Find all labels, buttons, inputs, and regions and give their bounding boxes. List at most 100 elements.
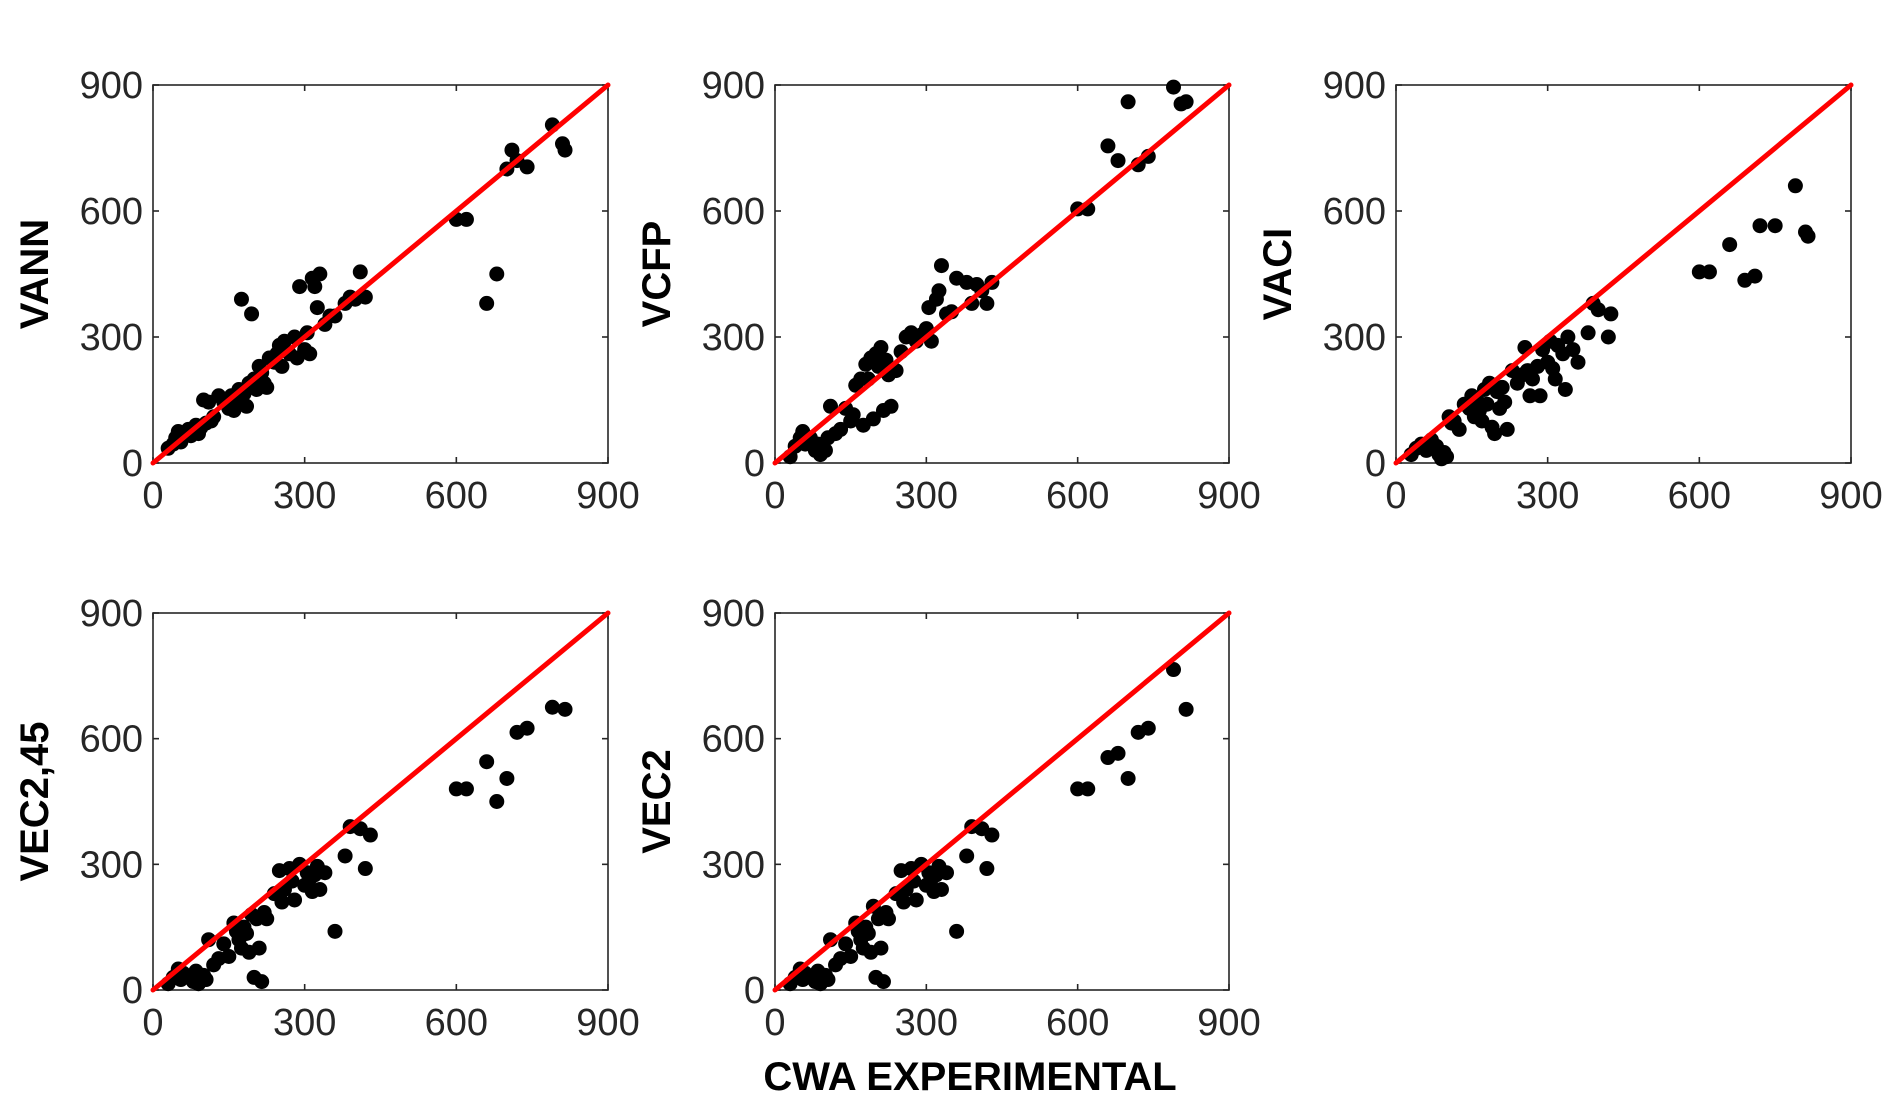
- scatter-point: [959, 848, 975, 864]
- scatter-point: [312, 266, 328, 282]
- subplot-1: 0 300 600 900 0 300 600 900 VANN: [13, 65, 640, 517]
- scatter-point: [198, 972, 214, 988]
- scatter-point: [233, 291, 249, 307]
- scatter-point: [1747, 268, 1763, 284]
- scatter-point: [979, 295, 995, 311]
- scatter-point: [873, 940, 889, 956]
- scatter-point: [881, 911, 896, 927]
- x-tick-label: 900: [576, 1002, 639, 1044]
- scatter-point: [1767, 218, 1783, 234]
- scatter-point: [1178, 94, 1194, 110]
- scatter-point: [1565, 342, 1581, 358]
- y-tick-label: 300: [702, 844, 765, 886]
- scatter-series: [782, 79, 1194, 465]
- scatter-point: [309, 300, 325, 316]
- scatter-point: [875, 974, 891, 990]
- scatter-point: [307, 279, 323, 295]
- scatter-point: [274, 894, 290, 910]
- x-tick-label: 600: [1046, 1002, 1109, 1044]
- scatter-point: [860, 925, 876, 941]
- y-tick-label: 0: [122, 970, 143, 1012]
- scatter-series: [782, 662, 1194, 992]
- scatter-point: [933, 258, 949, 274]
- x-tick-label: 600: [425, 1002, 488, 1044]
- scatter-point: [216, 936, 232, 952]
- scatter-point: [1100, 138, 1116, 154]
- scatter-point: [489, 794, 505, 809]
- y-tick-label: 600: [702, 191, 765, 233]
- scatter-point: [1787, 178, 1803, 194]
- x-tick-label: 900: [1819, 475, 1882, 517]
- scatter-point: [1560, 329, 1576, 345]
- scatter-point: [1580, 325, 1596, 341]
- x-tick-label: 0: [142, 1002, 163, 1044]
- scatter-point: [843, 948, 859, 964]
- x-tick-label: 900: [1197, 1002, 1260, 1044]
- x-tick-label: 300: [895, 1002, 958, 1044]
- x-tick-label: 900: [576, 475, 639, 517]
- scatter-point: [979, 861, 995, 877]
- scatter-point: [1479, 396, 1495, 412]
- scatter-point: [357, 861, 373, 877]
- y-axis-label: VEC2: [635, 749, 679, 854]
- x-tick-label: 0: [764, 475, 785, 517]
- scatter-point: [254, 974, 270, 990]
- scatter-point: [1722, 237, 1738, 253]
- scatter-series: [160, 699, 573, 992]
- axes-box: [774, 612, 1230, 991]
- scatter-point: [458, 211, 474, 227]
- axes-box: [1395, 84, 1852, 464]
- scatter-point: [817, 442, 833, 458]
- y-tick-label: 600: [80, 191, 143, 233]
- scatter-point: [1178, 701, 1194, 717]
- y-tick-label: 600: [702, 719, 765, 761]
- x-tick-label: 600: [1668, 475, 1731, 517]
- axes-box: [152, 612, 609, 991]
- scatter-point: [357, 289, 373, 305]
- scatter-point: [1525, 371, 1540, 387]
- scatter-point: [1439, 449, 1455, 465]
- scatter-point: [239, 925, 255, 941]
- scatter-point: [239, 398, 255, 414]
- x-tick-label: 900: [1197, 475, 1260, 517]
- identity-line: [150, 82, 611, 466]
- identity-line: [772, 610, 1232, 993]
- scatter-point: [352, 264, 368, 280]
- subplot-grid: 0 300 600 900 0 300 600 900 VANN 0 300 600 900 0 300 60…: [13, 65, 1883, 1044]
- scatter-point: [820, 972, 836, 988]
- x-tick-label: 300: [273, 475, 336, 517]
- scatter-point: [221, 948, 237, 964]
- scatter-point: [251, 940, 267, 956]
- scatter-point: [274, 358, 290, 374]
- scatter-point: [1110, 153, 1126, 169]
- scatter-point: [1570, 354, 1586, 370]
- scatter-point: [1487, 426, 1503, 442]
- scatter-point: [833, 421, 849, 437]
- x-tick-label: 0: [764, 1002, 785, 1044]
- scatter-point: [1800, 228, 1816, 244]
- scatter-point: [312, 881, 328, 897]
- x-tick-label: 600: [1046, 475, 1109, 517]
- scatter-point: [544, 699, 560, 715]
- y-tick-label: 600: [80, 719, 143, 761]
- scatter-point: [883, 398, 899, 414]
- scatter-point: [1110, 745, 1126, 761]
- y-axis-label: VEC2,45: [13, 721, 57, 881]
- scatter-point: [259, 379, 275, 395]
- y-tick-label: 900: [80, 65, 143, 107]
- subplot-4: 0 300 600 900 0 300 600 900 VEC2,45: [13, 593, 640, 1044]
- scatter-point: [292, 279, 308, 295]
- scatter-point: [489, 266, 505, 282]
- y-tick-label: 0: [122, 443, 143, 485]
- y-axis-label: VCFP: [635, 221, 679, 328]
- scatter-point: [1600, 329, 1616, 345]
- scatter-point: [1120, 770, 1136, 786]
- subplot-3: 0 300 600 900 0 300 600 900 VACI: [1256, 65, 1883, 517]
- scatter-point: [1166, 662, 1182, 678]
- y-tick-label: 0: [1365, 443, 1386, 485]
- scatter-point: [1701, 264, 1717, 280]
- shared-x-axis-label: CWA EXPERIMENTAL: [763, 1055, 1176, 1099]
- scatter-series: [160, 117, 573, 456]
- y-tick-label: 900: [80, 593, 143, 635]
